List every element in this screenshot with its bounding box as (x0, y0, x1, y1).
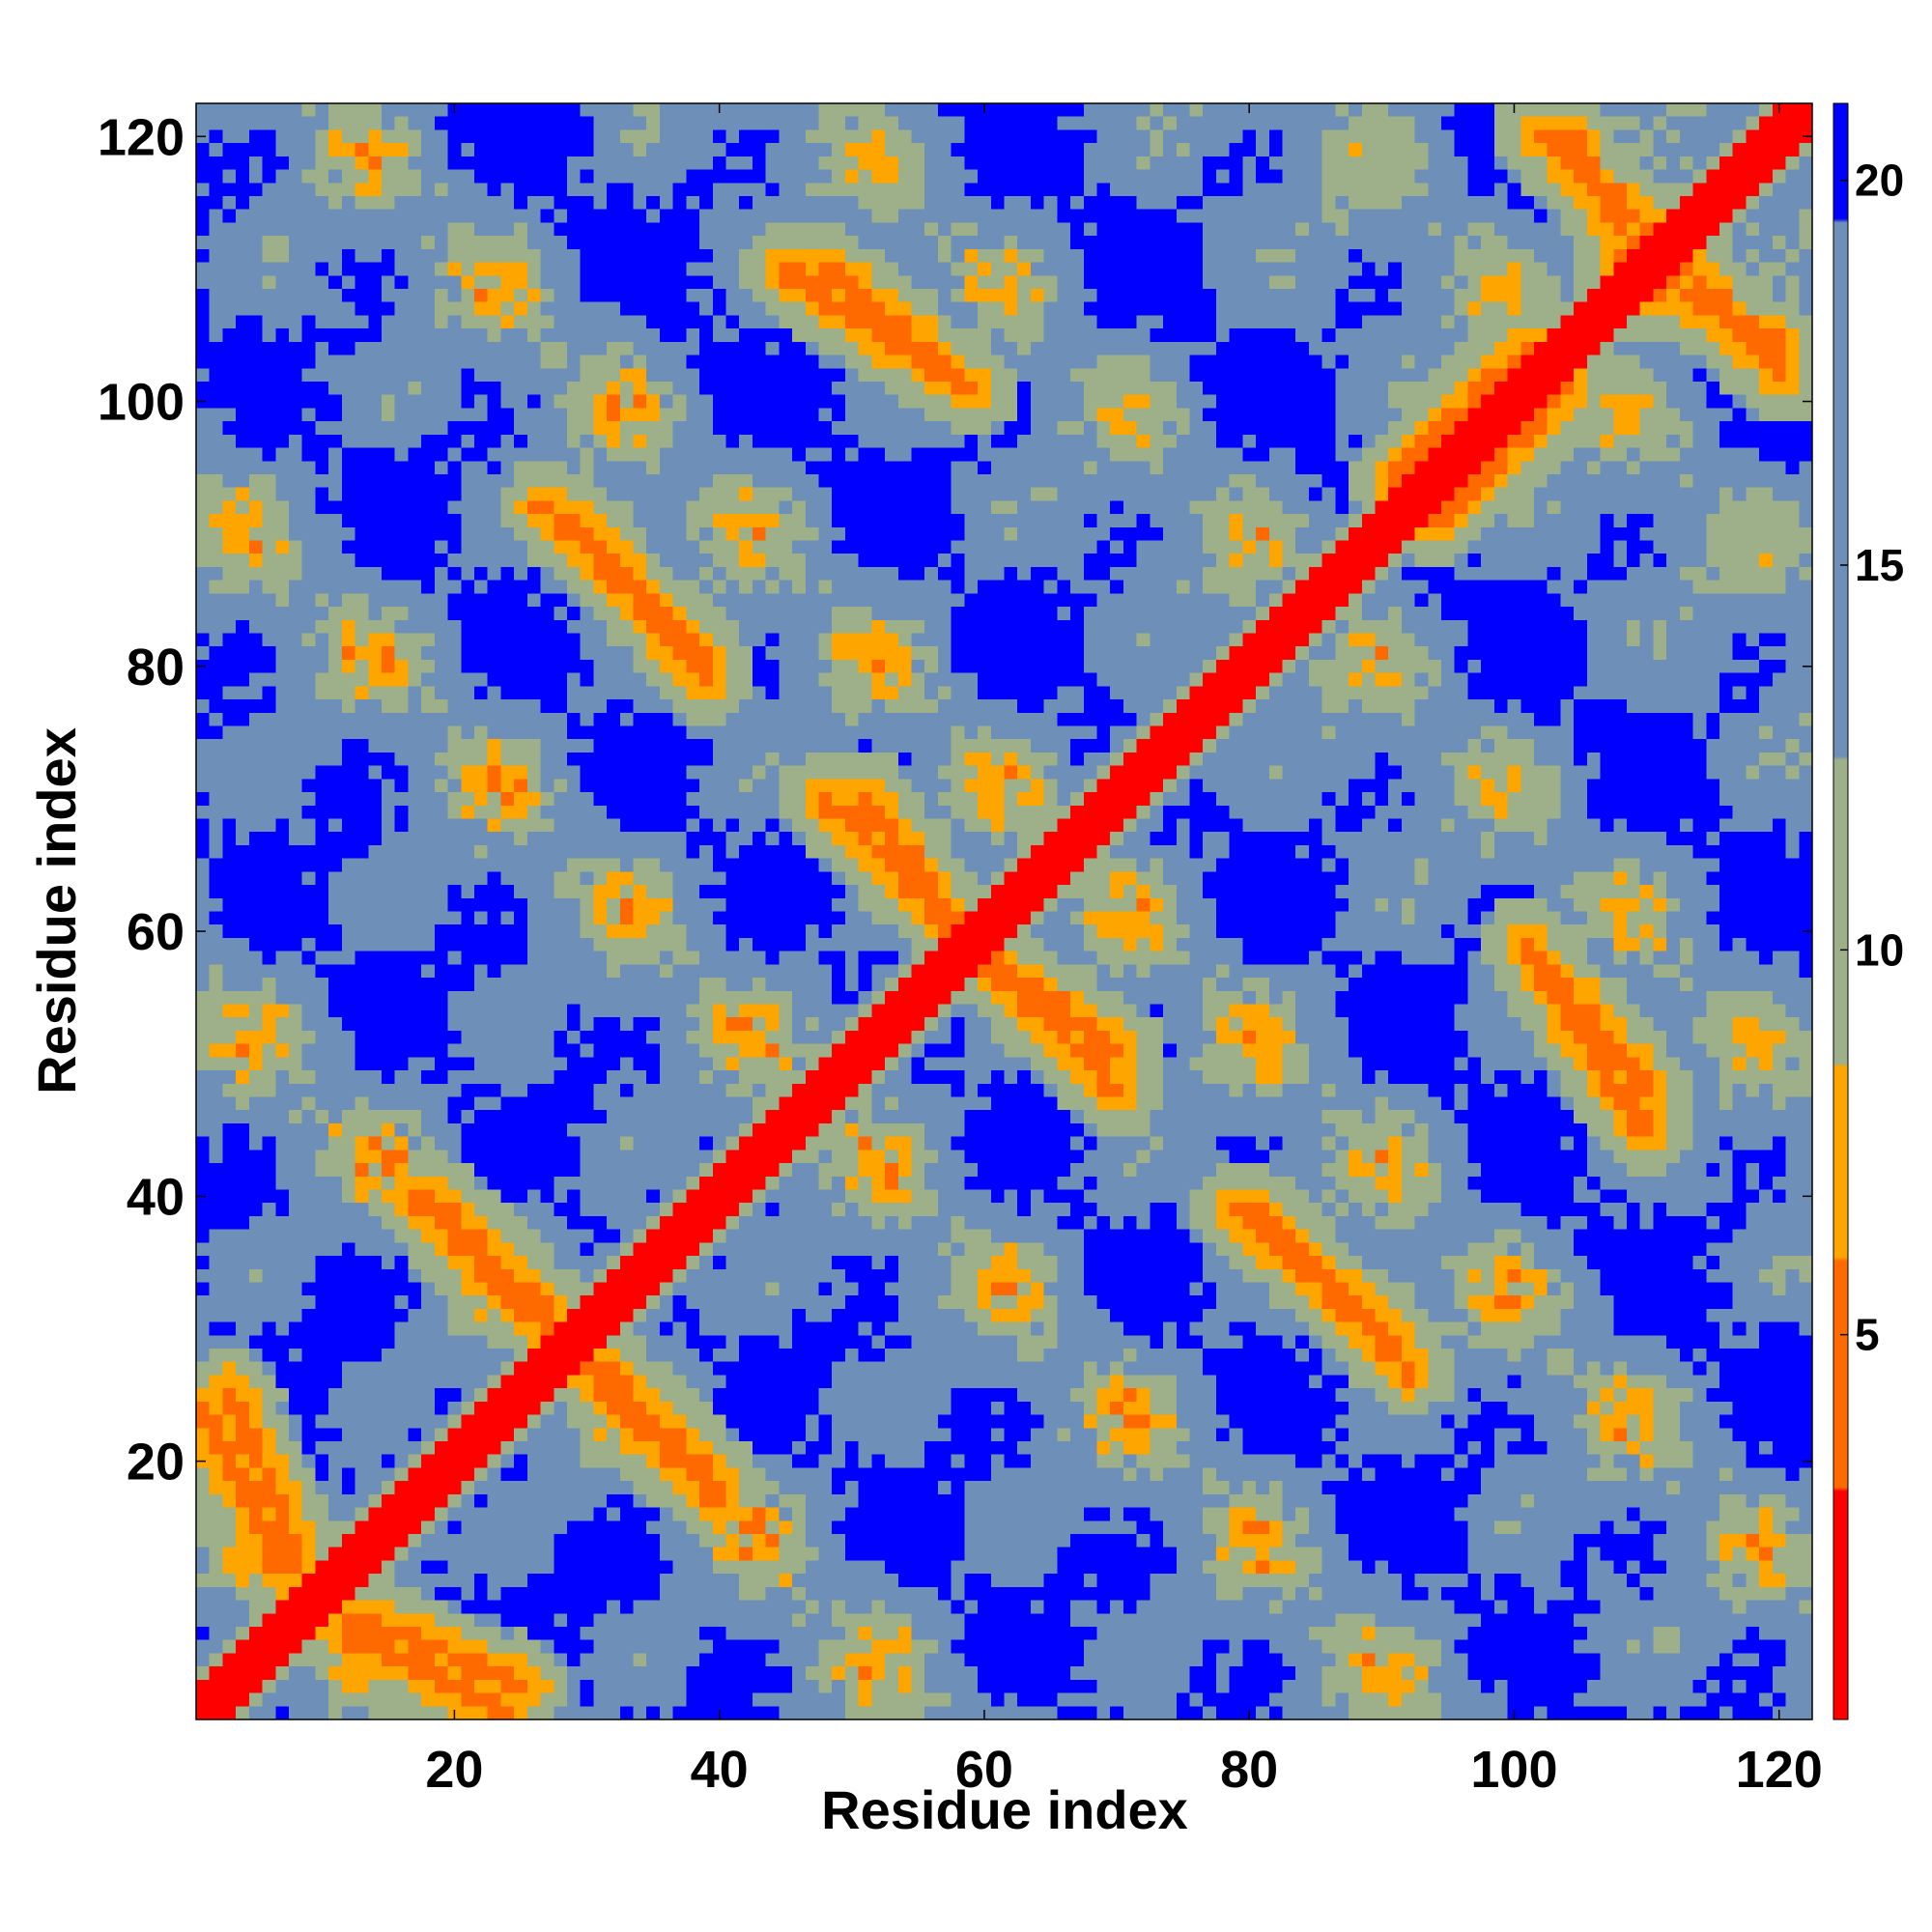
heatmap-plot-area (196, 103, 1812, 1719)
x-axis-ticks: 20 40 60 80 100 120 (425, 103, 1823, 1799)
plot-frame (195, 102, 1813, 1720)
y-tick-label: 20 (127, 1434, 185, 1492)
colorbar-tick-label: 20 (1855, 156, 1904, 206)
y-tick-label: 120 (98, 108, 185, 166)
x-axis-title: Residue index (821, 1779, 1188, 1840)
colorbar-tick-label: 15 (1855, 540, 1904, 590)
colorbar (1833, 103, 1848, 1719)
x-tick-label: 120 (1736, 1741, 1823, 1799)
x-tick-label: 20 (425, 1741, 483, 1799)
y-tick-label: 40 (127, 1168, 185, 1226)
y-tick-label: 60 (127, 903, 185, 961)
colorbar-ticks: 5 10 15 20 (1840, 156, 1904, 1360)
x-tick-label: 100 (1470, 1741, 1557, 1799)
x-tick-label: 80 (1220, 1741, 1278, 1799)
y-tick-label: 100 (98, 374, 185, 432)
colorbar-tick-label: 5 (1855, 1310, 1880, 1360)
colorbar-tick-label: 10 (1855, 924, 1904, 975)
y-axis-title: Residue index (26, 727, 87, 1094)
x-tick-label: 60 (955, 1741, 1013, 1799)
y-tick-label: 80 (127, 639, 185, 696)
x-tick-label: 40 (691, 1741, 749, 1799)
colorbar-frame (1833, 102, 1849, 1720)
y-axis-ticks: 20 40 60 80 100 120 (98, 108, 1812, 1492)
